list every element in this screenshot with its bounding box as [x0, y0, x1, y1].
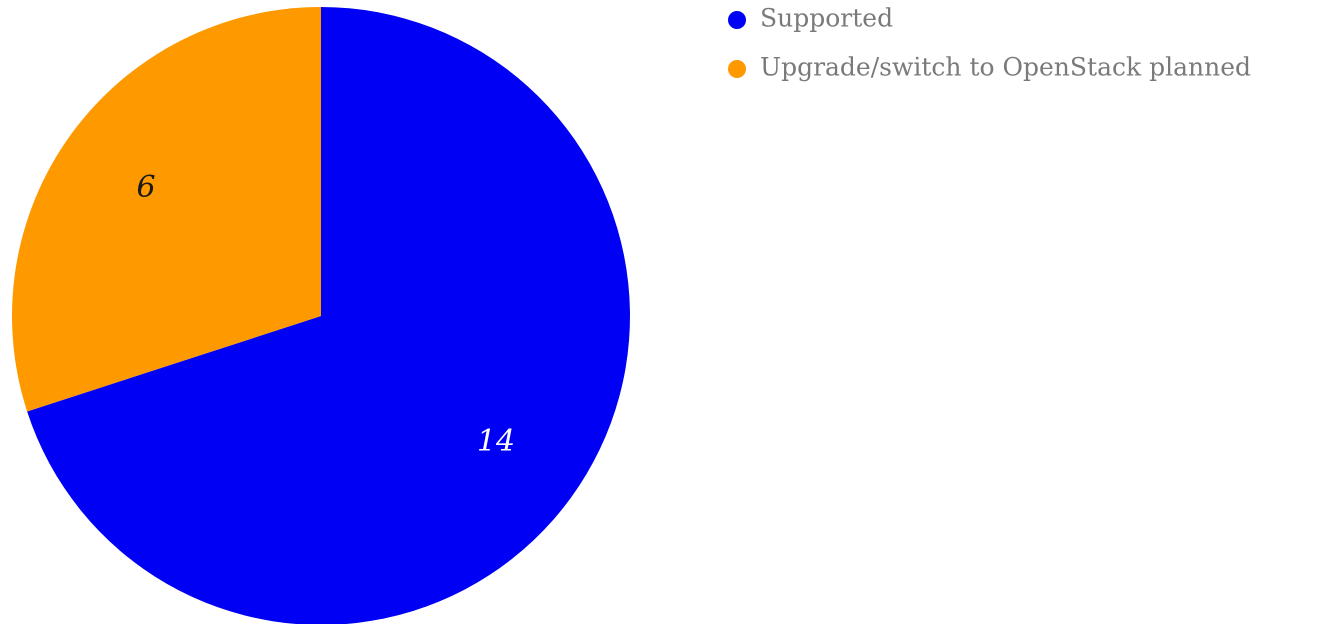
pie-slice-1	[11, 7, 322, 412]
pie-slice-0	[27, 7, 630, 624]
pie-slices	[11, 7, 630, 624]
legend-label-0: Supported	[760, 4, 893, 33]
legend-swatch-1	[728, 60, 746, 78]
slice-labels: 14 6	[136, 170, 515, 459]
legend-swatch-0	[728, 11, 746, 29]
slice-value-label: 14	[477, 424, 515, 459]
legend: Supported Upgrade/switch to OpenStack pla…	[728, 4, 1251, 82]
slice-value-label: 6	[136, 170, 155, 205]
legend-label-1: Upgrade/switch to OpenStack planned	[760, 53, 1251, 82]
